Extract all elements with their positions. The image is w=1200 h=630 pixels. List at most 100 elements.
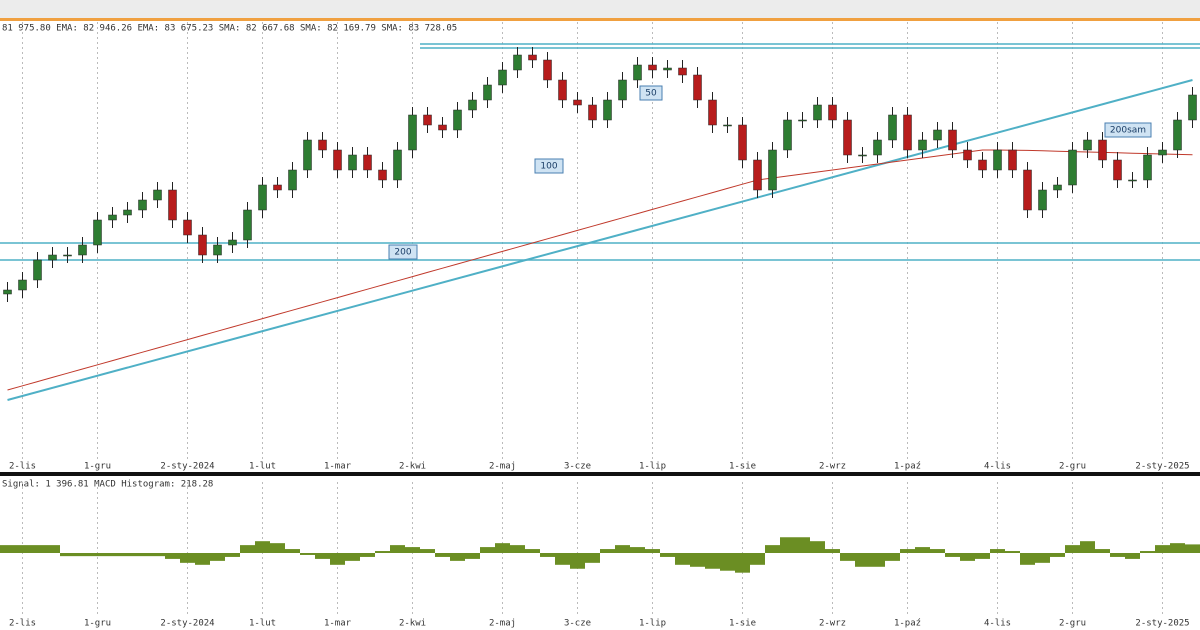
x-tick-label: 2-kwi [399,462,426,472]
candle-body [453,109,462,131]
x-tick-label: 1-mar [324,462,352,472]
line-label-text: 100 [540,162,557,172]
candle-body [183,219,192,236]
histogram-bar [390,545,405,553]
histogram-bar [585,553,600,563]
macd-header: Signal: 1 396.81 MACD Histogram: 218.28 [2,480,213,490]
candle-body [633,64,642,81]
candle-body [168,189,177,221]
candle-body [33,259,42,281]
line-label: 200 [388,244,418,260]
histogram-bar [465,553,480,559]
candle-body [933,129,942,141]
histogram-bar [210,553,225,561]
candle-body [228,239,237,246]
histogram-bar [765,545,780,553]
panel-separator [0,472,1200,476]
histogram-bar [975,553,990,559]
histogram-bar [180,553,195,563]
histogram-bar [780,537,795,553]
histogram-bar [330,553,345,565]
candle-body [1128,179,1137,182]
x-tick-label: 2-sty-2025 [1135,619,1189,629]
histogram-bar [480,547,495,553]
candle-body [243,209,252,241]
candle-body [63,254,72,257]
line-label-text: 50 [645,89,657,99]
line-label-box [534,158,564,174]
histogram-bar [510,545,525,553]
line-label: 200sam [1104,122,1152,138]
x-tick-label: 2-lis [9,462,36,472]
histogram-bar [675,553,690,565]
candle-body [813,104,822,121]
histogram-bar [405,547,420,553]
histogram-bar [75,553,90,557]
histogram-bar [525,549,540,553]
histogram-bar [30,545,45,553]
candle-body [738,124,747,161]
candle-body [843,119,852,156]
x-tick-label: 2-kwi [399,619,426,629]
histogram-bar [945,553,960,557]
histogram-bar [615,545,630,553]
histogram-bar [1095,549,1110,553]
candle-body [258,184,267,211]
candle-body [273,184,282,191]
candle-body [1053,184,1062,191]
candle-body [93,219,102,246]
candle-body [78,244,87,256]
x-tick-label: 1-mar [324,619,352,629]
x-tick-label: 2-maj [489,462,516,472]
histogram-bar [540,553,555,557]
candle-body [393,149,402,181]
histogram-bar [345,553,360,561]
x-tick-label: 3-cze [564,619,591,629]
histogram-bar [990,549,1005,553]
candle-body [138,199,147,211]
histogram-bar [195,553,210,565]
histogram-bar [1185,544,1200,553]
x-tick-label: 1-lip [639,619,666,629]
candle-body [378,169,387,181]
histogram-bar [555,553,570,565]
histogram-bar [45,545,60,553]
candle-body [18,279,27,291]
histogram-bar [120,553,135,557]
candle-body [603,99,612,121]
candle-body [1098,139,1107,161]
candle-body [753,159,762,191]
histogram-bar [1020,553,1035,565]
candle-body [153,189,162,201]
candle-body [483,84,492,101]
candle-body [1113,159,1122,181]
trend-line [7,79,1193,401]
histogram-bar [1080,541,1095,553]
histogram-bar [720,553,735,571]
candle-body [783,119,792,151]
histogram-bar [375,551,390,553]
candle-body [3,289,12,295]
candle-body [198,234,207,256]
candle-body [543,59,552,81]
candle-body [618,79,627,101]
histogram-bar [450,553,465,561]
x-tick-label: 4-lis [984,462,1011,472]
candle-body [588,104,597,121]
histogram-bar [825,549,840,553]
candle-body [48,254,57,261]
histogram-bar [285,549,300,553]
candle-body [1008,149,1017,171]
histogram-bar [810,541,825,553]
candle-body [1188,94,1197,121]
histogram-bar [690,553,705,567]
candle-body [213,244,222,256]
candle-body [408,114,417,151]
candle-body [288,169,297,191]
line-label-text: 200sam [1110,126,1146,136]
candle-body [303,139,312,171]
histogram-bar [1170,543,1185,553]
histogram-bar [0,545,15,553]
candle-body [1068,149,1077,186]
x-tick-label: 2-sty-2024 [160,619,214,629]
